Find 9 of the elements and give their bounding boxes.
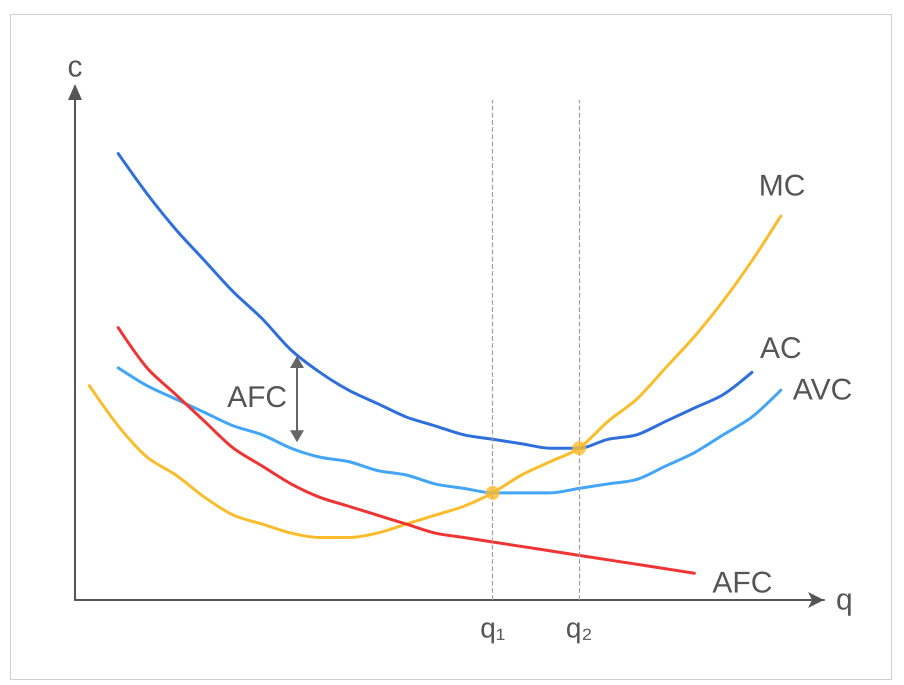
y-axis-title: c [68,50,82,84]
series-label: MC [758,170,806,203]
x-axis-title: q [836,584,853,616]
series-label: AC [760,332,802,365]
annotation: AFC [227,381,288,416]
series-label: AVC [792,374,852,407]
x-tick-label: q₂ [566,612,592,644]
x-tick-label: q₁ [480,612,506,644]
series-label: AFC [712,566,772,600]
